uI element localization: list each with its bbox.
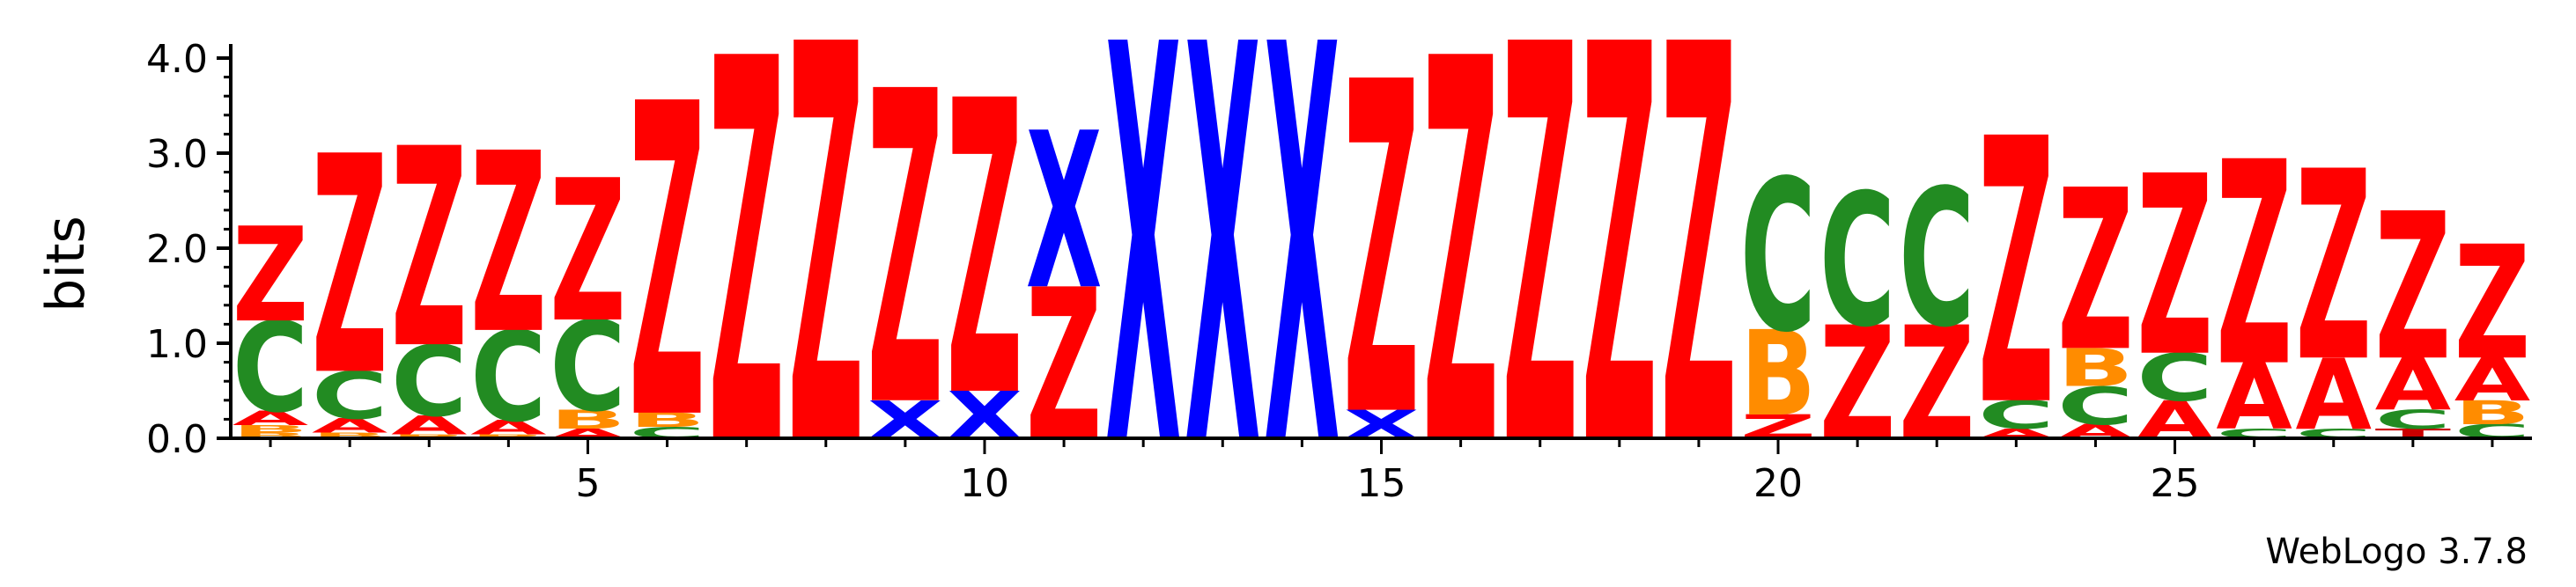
glyph-Z-pos4: Z [470,101,546,389]
glyph-Z-pos27: Z [2295,117,2371,420]
glyph-Z-pos8: Z [788,0,864,568]
glyph-Z-pos28: Z [2375,171,2451,406]
glyph-C-pos20: C [1740,136,1816,379]
glyph-A-pos4: A [470,416,546,439]
glyph-B-pos1: B [233,423,308,436]
glyph-C-pos1: C [233,297,308,441]
glyph-Z-pos2: Z [312,93,388,442]
glyph-X-pos11: X [1026,87,1102,337]
axis-layer: 0.0 1.0 2.0 3.0 4.0 5 10 15 20 25 [146,37,2532,506]
y-axis-title: bits [35,216,97,312]
x-tick-label: 15 [1357,461,1406,506]
glyph-A-pos3: A [391,411,467,441]
glyph-Z-pos24: Z [2057,143,2134,401]
glyph-C-pos3: C [391,325,467,438]
glyph-Z-pos19: Z [1661,0,1737,568]
glyph-A-pos28: A [2375,344,2452,428]
glyph-B-pos24: B [2057,338,2133,399]
glyph-Z-pos1: Z [233,199,308,351]
glyph-B-pos2: B [312,431,388,440]
glyph-Z-pos26: Z [2216,102,2292,429]
glyph-B-pos5: B [550,405,625,436]
glyph-Z-pos23: Z [1978,62,2054,486]
glyph-Z-pos6: Z [629,13,705,514]
glyph-C-pos21: C [1819,156,1896,368]
glyph-X-pos12: X [1105,0,1181,569]
glyph-A-pos29: A [2454,346,2530,414]
glyph-A-pos27: A [2295,340,2371,453]
glyph-A-pos1: A [233,407,308,429]
glyph-B-pos6: B [629,409,705,432]
glyph-Z-pos10: Z [947,18,1022,488]
glyph-A-pos26: A [2216,345,2292,451]
glyph-X-pos13: X [1185,0,1260,569]
glyph-B-pos20: B [1740,306,1816,443]
glyph-X-pos14: X [1264,0,1340,569]
glyph-B-pos29: B [2454,394,2530,432]
y-tick-label: 4.0 [146,37,208,82]
glyph-Z-pos9: Z [867,1,943,502]
glyph-Z-pos17: Z [1502,0,1577,568]
glyph-Z-pos5: Z [550,140,625,367]
glyph-Z-pos3: Z [391,92,467,409]
glyph-C-pos25: C [2137,341,2212,416]
glyph-C-pos23: C [1978,393,2055,438]
y-tick-label: 0.0 [146,417,208,462]
glyph-Z-pos7: Z [708,0,784,562]
glyph-B-pos4: B [470,433,546,439]
glyph-Z-pos11: Z [1026,246,1102,488]
glyph-C-pos2: C [312,359,388,435]
weblogo-credit: WebLogo 3.7.8 [2265,532,2528,572]
x-tick-label: 20 [1753,461,1803,506]
glyph-C-pos5: C [550,296,625,440]
y-tick-label: 3.0 [146,132,208,177]
glyph-Z-pos25: Z [2137,123,2212,411]
x-tick-label: 10 [960,461,1009,506]
x-tick-label: 25 [2151,461,2200,506]
glyph-C-pos22: C [1899,149,1974,369]
glyph-B-pos3: B [391,433,467,439]
glyph-Z-pos15: Z [1343,0,1419,517]
y-tick-label: 2.0 [146,227,208,272]
glyph-Z-pos29: Z [2454,213,2530,395]
glyph-A-pos2: A [312,415,388,437]
x-tick-label: 5 [575,461,600,506]
glyph-C-pos28: C [2375,405,2451,435]
glyph-Z-pos18: Z [1582,0,1657,568]
y-tick-label: 1.0 [146,322,208,367]
glyph-C-pos4: C [470,305,546,450]
glyph-C-pos24: C [2057,376,2133,437]
glyph-Z-pos16: Z [1422,0,1498,562]
glyph-B-pos1: B [233,431,308,440]
